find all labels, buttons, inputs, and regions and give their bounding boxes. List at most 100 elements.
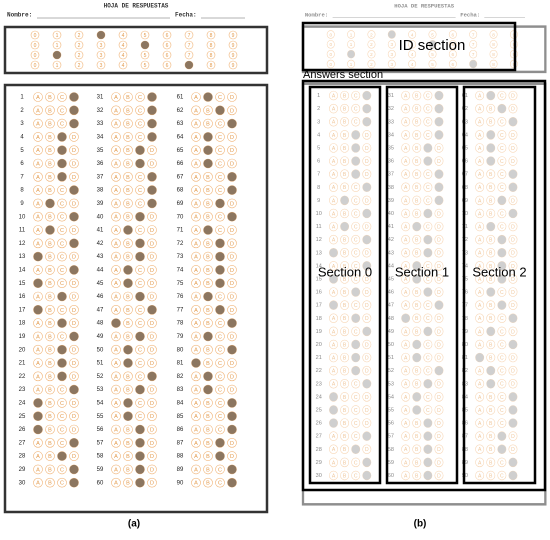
bubble (508, 103, 518, 114)
bubble-letter: A (194, 308, 198, 314)
id-bubble (52, 30, 62, 40)
bubble-letter: C (426, 106, 430, 112)
bubble-letter: A (404, 146, 408, 152)
id-digit: 6 (452, 62, 455, 68)
answer-mark (69, 438, 79, 448)
bubble-letter: B (126, 454, 130, 460)
bubble-letter: B (48, 454, 52, 460)
bubble (486, 169, 496, 179)
question-number: 34 (97, 134, 104, 140)
bubble (423, 261, 433, 271)
bubble (135, 358, 145, 368)
bubble-letter: D (437, 277, 441, 283)
question-number: 43 (97, 254, 104, 260)
bubble-letter: D (72, 454, 76, 460)
answer-mark (508, 169, 518, 179)
bubble-letter: C (138, 401, 142, 407)
bubble-letter: B (415, 172, 419, 178)
question-number: 61 (177, 95, 184, 101)
bubble (123, 118, 133, 129)
id-bubble (118, 30, 128, 40)
answer-mark (351, 169, 360, 179)
bubble (227, 371, 237, 382)
bubble-letter: C (218, 135, 222, 141)
bubble (497, 130, 507, 140)
bubble-letter: B (343, 434, 347, 440)
bubble-letter: A (332, 120, 336, 126)
bubble (351, 418, 361, 428)
bubble (401, 418, 411, 428)
bubble (215, 424, 225, 435)
answer-mark (434, 195, 444, 205)
answer-mark (57, 371, 67, 381)
bubble-letter: B (206, 454, 210, 460)
bubble (508, 365, 518, 376)
bubble-letter: D (365, 277, 369, 283)
bubble (227, 278, 237, 289)
bubble (33, 211, 43, 222)
bubble (340, 90, 350, 101)
bubble (203, 105, 213, 116)
bubble-letter: A (114, 361, 118, 367)
bubble-letter: C (60, 467, 64, 473)
answer-mark (69, 185, 79, 195)
bubble-letter: C (218, 467, 222, 473)
answer-mark (362, 117, 371, 127)
question-number: 88 (177, 454, 184, 460)
id-mark (97, 31, 105, 39)
question-number: 4 (317, 132, 321, 138)
bubble-letter: D (365, 251, 369, 257)
bubble (123, 464, 133, 475)
bubble-letter: D (511, 159, 515, 165)
question-number: 27 (19, 440, 26, 446)
bubble-letter: B (48, 441, 52, 447)
bubble-letter: B (48, 188, 52, 194)
id-digit: 0 (34, 43, 37, 49)
bubble (123, 185, 133, 195)
bubble (57, 398, 67, 408)
question-number: 42 (388, 237, 394, 243)
answer-mark (329, 300, 338, 310)
bubble-letter: A (332, 264, 336, 270)
bubble (135, 304, 145, 315)
bubble-letter: A (194, 122, 198, 128)
bubble-letter: B (48, 281, 52, 287)
question-number: 65 (177, 148, 184, 154)
bubble (45, 384, 55, 395)
answer-mark (57, 318, 67, 328)
bubble-letter: B (206, 321, 210, 327)
bubble-letter: D (437, 395, 441, 401)
bubble-letter: B (126, 321, 130, 327)
bubble (69, 411, 79, 422)
question-number: 49 (388, 329, 394, 335)
bubble (111, 477, 121, 488)
bubble (508, 234, 518, 245)
id-bubble (367, 40, 376, 49)
question-number: 25 (19, 414, 26, 420)
id-digit: 2 (78, 33, 81, 39)
bubble (227, 265, 237, 275)
bubble-letter: B (48, 95, 52, 101)
question-number: 55 (97, 414, 104, 420)
bubble (329, 103, 338, 114)
answer-mark (412, 392, 421, 402)
bubble (33, 265, 43, 275)
bubble (486, 182, 496, 192)
bubble (486, 117, 496, 127)
bubble-letter: C (138, 348, 142, 354)
id-digit: 4 (411, 62, 414, 68)
bubble (423, 313, 433, 323)
bubble (45, 185, 55, 195)
bubble (475, 208, 485, 219)
answer-mark (497, 261, 507, 271)
answer-mark (227, 425, 237, 434)
bubble-letter: D (72, 175, 76, 181)
bubble-letter: D (72, 414, 76, 420)
bubble (362, 444, 372, 454)
question-number: 50 (97, 347, 104, 353)
bubble-letter: C (60, 255, 64, 261)
bubble (329, 352, 338, 363)
bubble-letter: A (194, 401, 198, 407)
bubble-letter: A (478, 303, 482, 309)
bubble (486, 339, 496, 350)
